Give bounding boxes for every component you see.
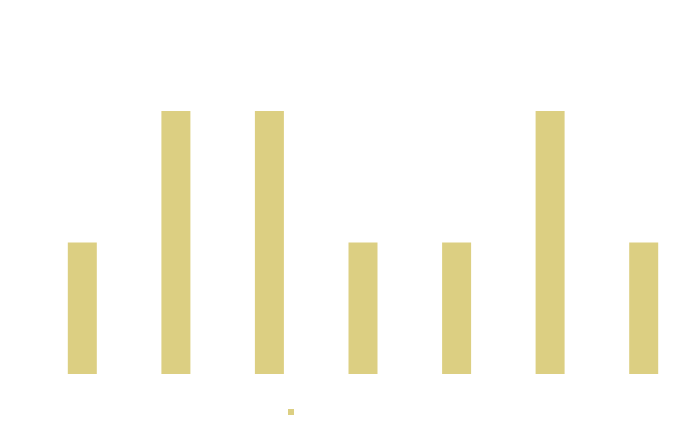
bar (161, 111, 191, 374)
bar (442, 242, 472, 374)
bar (254, 111, 284, 374)
bar (67, 242, 97, 374)
legend-swatch (288, 409, 294, 415)
bar (629, 242, 659, 374)
legend (288, 409, 294, 415)
bars-group (67, 111, 659, 374)
bar (348, 242, 378, 374)
bar (535, 111, 565, 374)
